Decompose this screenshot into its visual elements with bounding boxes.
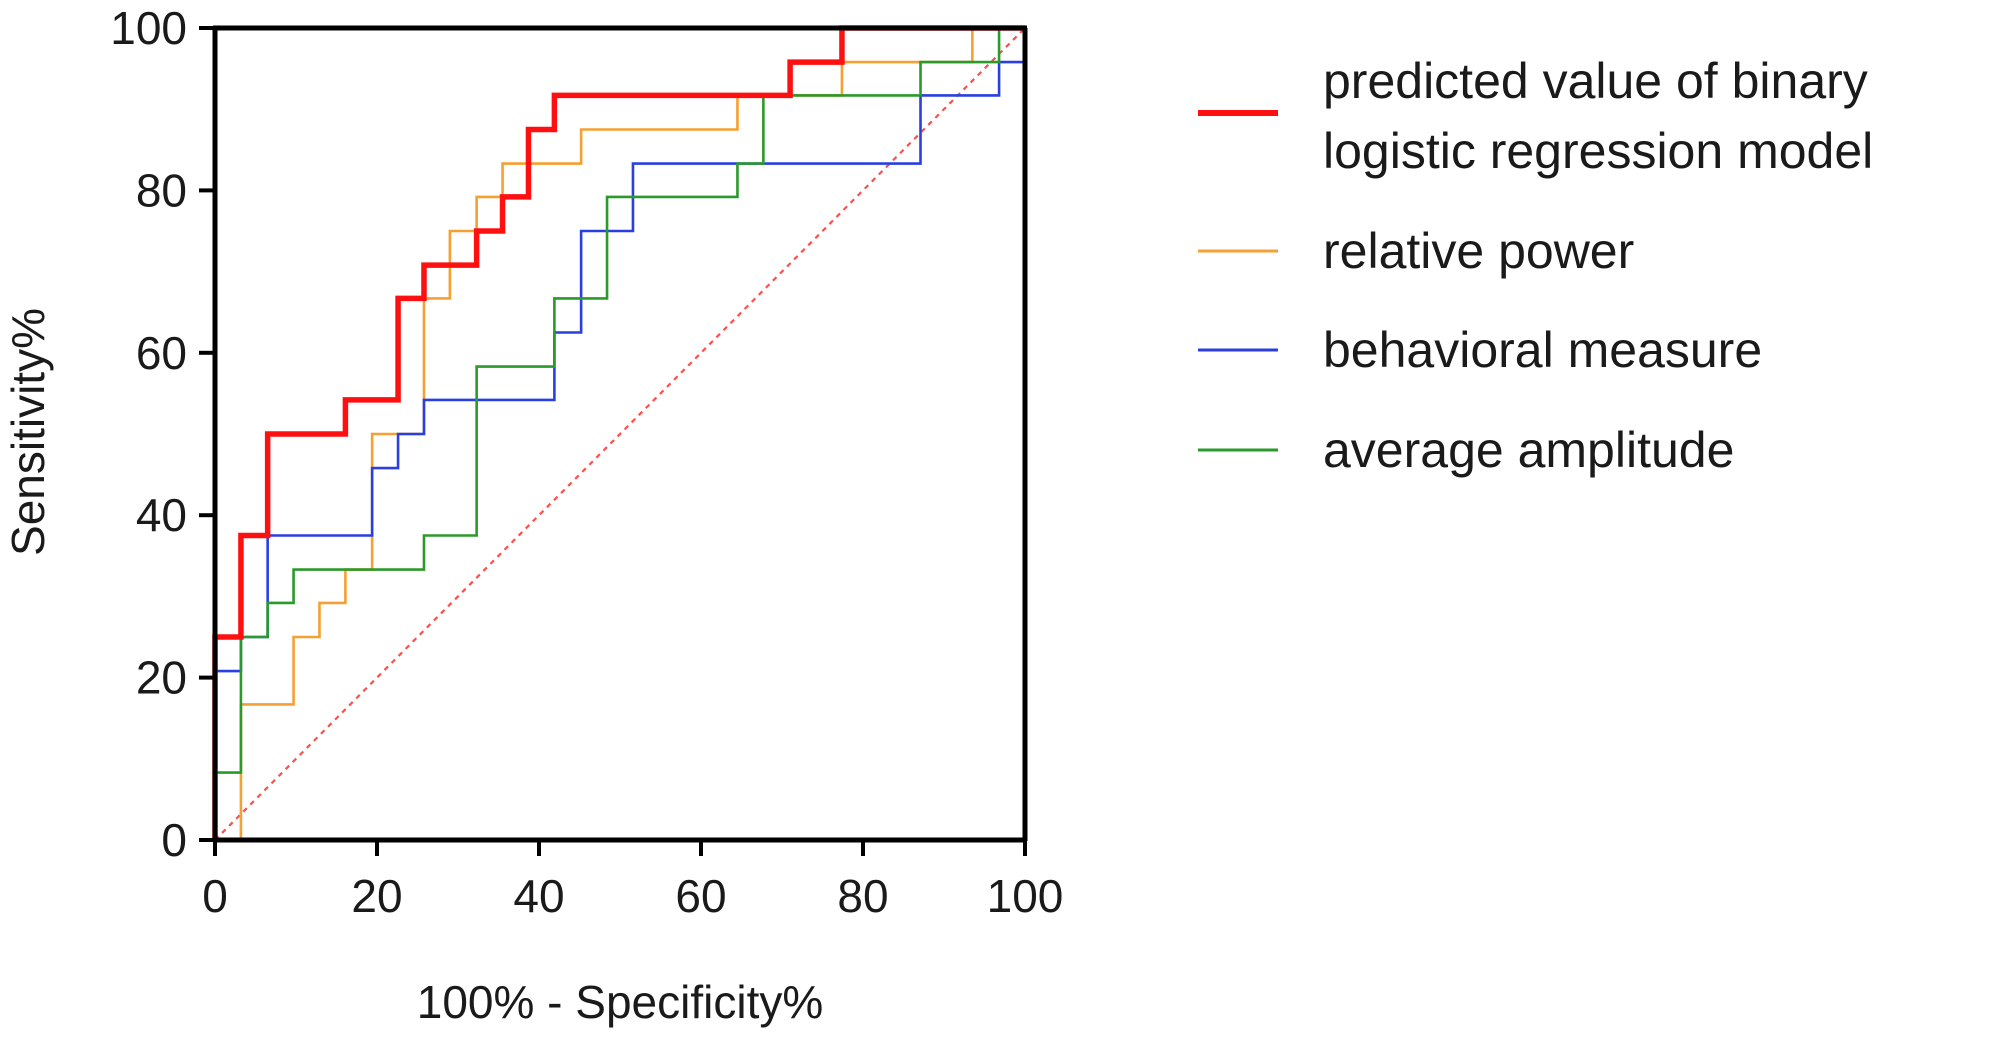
x-tick-label: 0 xyxy=(202,870,228,922)
plot-area xyxy=(212,25,1027,842)
reference-line xyxy=(214,27,1026,841)
plot-frame xyxy=(212,25,1028,843)
legend-label-behavioral-measure: behavioral measure xyxy=(1323,322,1762,378)
y-tick-label: 40 xyxy=(136,489,187,541)
x-tick-label: 100 xyxy=(987,870,1064,922)
x-axis: 0 20 40 60 80 100 xyxy=(202,840,1063,922)
legend-label-relative-power: relative power xyxy=(1323,223,1634,279)
x-tick-label: 80 xyxy=(837,870,888,922)
y-tick-label: 0 xyxy=(161,814,187,866)
legend-label-predicted-value-of-binary-logistic-regression-model: predicted value of binary xyxy=(1323,53,1868,109)
x-tick-label: 20 xyxy=(351,870,402,922)
legend: predicted value of binary logistic regres… xyxy=(1198,53,1873,478)
legend-label-average-amplitude: average amplitude xyxy=(1323,422,1734,478)
x-axis-title: 100% - Specificity% xyxy=(417,976,824,1028)
y-axis-title: Sensitivity% xyxy=(2,308,54,556)
y-tick-label: 80 xyxy=(136,164,187,216)
legend-label-predicted-value-of-binary-logistic-regression-model: logistic regression model xyxy=(1323,123,1873,179)
x-tick-label: 40 xyxy=(513,870,564,922)
y-axis: 0 20 40 60 80 100 xyxy=(110,2,215,866)
series-line-predicted-value-of-binary-logistic-regression-model xyxy=(212,25,1025,840)
y-tick-label: 20 xyxy=(136,652,187,704)
y-tick-label: 60 xyxy=(136,327,187,379)
x-tick-label: 60 xyxy=(675,870,726,922)
series-line-relative-power xyxy=(215,26,1025,842)
y-tick-label: 100 xyxy=(110,2,187,54)
series-line-average-amplitude xyxy=(213,26,1025,840)
